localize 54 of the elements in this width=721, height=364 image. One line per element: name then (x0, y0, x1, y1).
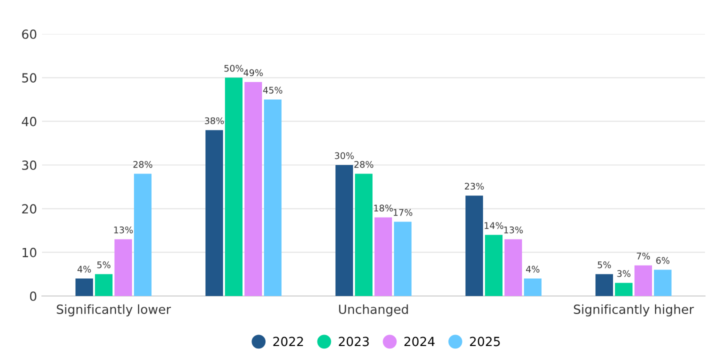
bar (354, 174, 373, 296)
legend-label: 2024 (404, 336, 435, 346)
y-tick-label: 60 (22, 29, 36, 39)
bar (634, 265, 652, 296)
x-tick-label: Significantly higher (574, 304, 694, 316)
data-label: 38% (204, 117, 224, 124)
data-label: 5% (97, 261, 110, 268)
data-label: 49% (244, 69, 263, 76)
bar (264, 100, 282, 296)
data-label: 18% (374, 204, 393, 212)
y-tick-label: 20 (22, 204, 36, 214)
data-label: 28% (354, 160, 374, 168)
legend-label: 2022 (273, 336, 303, 346)
data-label: 4% (526, 266, 540, 273)
x-tick-label: Unchanged (339, 304, 408, 316)
bar (374, 217, 392, 296)
data-label: 13% (504, 226, 523, 234)
bar (94, 274, 113, 296)
bar (114, 239, 132, 296)
bar (524, 278, 542, 296)
data-label: 6% (656, 257, 670, 264)
bar (394, 222, 412, 296)
data-label: 7% (636, 252, 650, 260)
data-label: 4% (78, 266, 91, 273)
data-label: 28% (133, 160, 152, 168)
legend-label: 2025 (470, 336, 500, 346)
bar (244, 82, 262, 296)
y-tick-label: 10 (22, 248, 36, 258)
bar (134, 174, 152, 296)
data-label: 3% (617, 270, 630, 277)
bar (614, 282, 633, 296)
y-tick-label: 40 (22, 116, 36, 126)
bar (75, 278, 94, 296)
bar (205, 130, 224, 296)
data-label: 45% (263, 86, 282, 94)
bar (484, 234, 503, 296)
bar (654, 270, 672, 296)
data-label: 30% (334, 152, 354, 160)
y-tick-label: 50 (22, 73, 36, 83)
y-tick-label: 30 (22, 160, 36, 170)
data-label: 17% (394, 209, 412, 216)
data-label: 13% (114, 226, 133, 234)
x-tick-label: Significantly lower (56, 304, 171, 316)
data-label: 23% (464, 182, 484, 190)
data-label: 5% (598, 261, 611, 268)
data-label: 50% (224, 64, 244, 72)
bar (335, 165, 354, 296)
bar (465, 196, 484, 296)
legend-label: 2023 (338, 336, 369, 346)
data-label: 14% (484, 222, 504, 229)
y-tick-label: 0 (30, 291, 36, 301)
bar (224, 78, 243, 296)
bar (595, 274, 614, 296)
bar (504, 239, 522, 296)
